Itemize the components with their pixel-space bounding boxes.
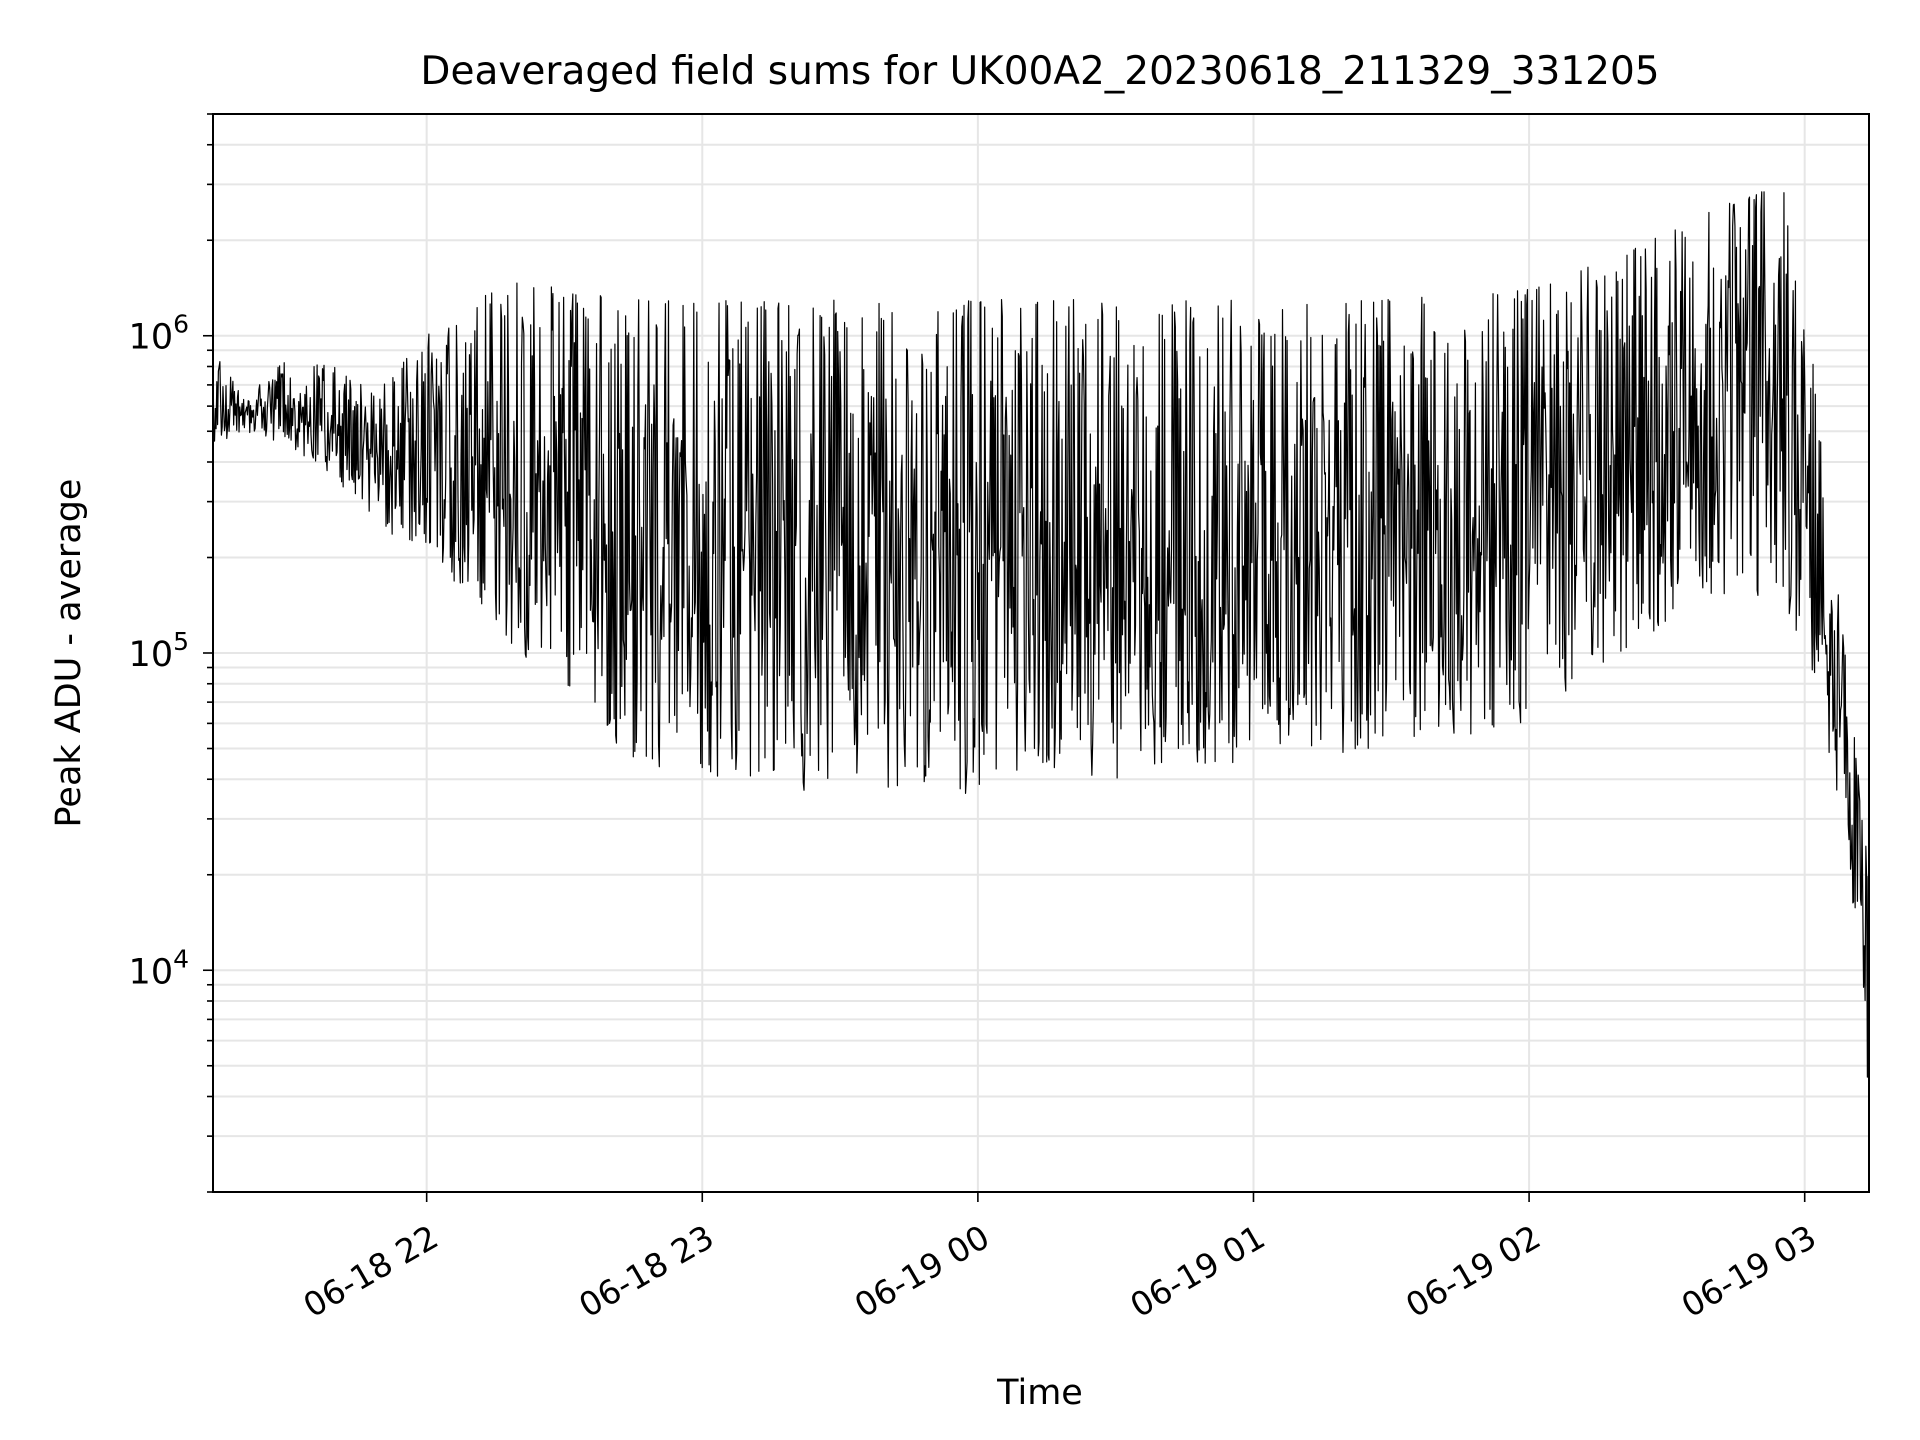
- y-tick-exponent: 5: [173, 627, 189, 656]
- y-axis-label: Peak ADU - average: [49, 479, 89, 828]
- y-tick-label: 105: [129, 627, 189, 675]
- series-path: [212, 191, 1870, 1078]
- x-tick-label: 06-18 23: [572, 1217, 720, 1325]
- y-tick-exponent: 4: [173, 944, 189, 973]
- x-axis-label: Time: [996, 1373, 1083, 1413]
- x-axis: 06-18 22 06-18 23 06-19 00 06-19 01 06-19 02…: [297, 1192, 1823, 1325]
- y-tick-exponent: 6: [173, 310, 189, 339]
- grid: [213, 113, 1869, 1193]
- y-axis: 104 105 106: [129, 113, 213, 1193]
- x-tick-label: 06-19 03: [1675, 1217, 1823, 1325]
- x-tick-label: 06-19 01: [1123, 1217, 1271, 1325]
- chart-title: Deaveraged field sums for UK00A2_2023061…: [420, 49, 1659, 94]
- x-tick-label: 06-18 22: [297, 1217, 445, 1325]
- y-tick-label: 104: [129, 944, 189, 992]
- x-tick-label: 06-19 02: [1399, 1217, 1547, 1325]
- y-tick-label: 106: [129, 310, 189, 358]
- series-line: [212, 191, 1870, 1078]
- x-tick-label: 06-19 00: [848, 1217, 996, 1325]
